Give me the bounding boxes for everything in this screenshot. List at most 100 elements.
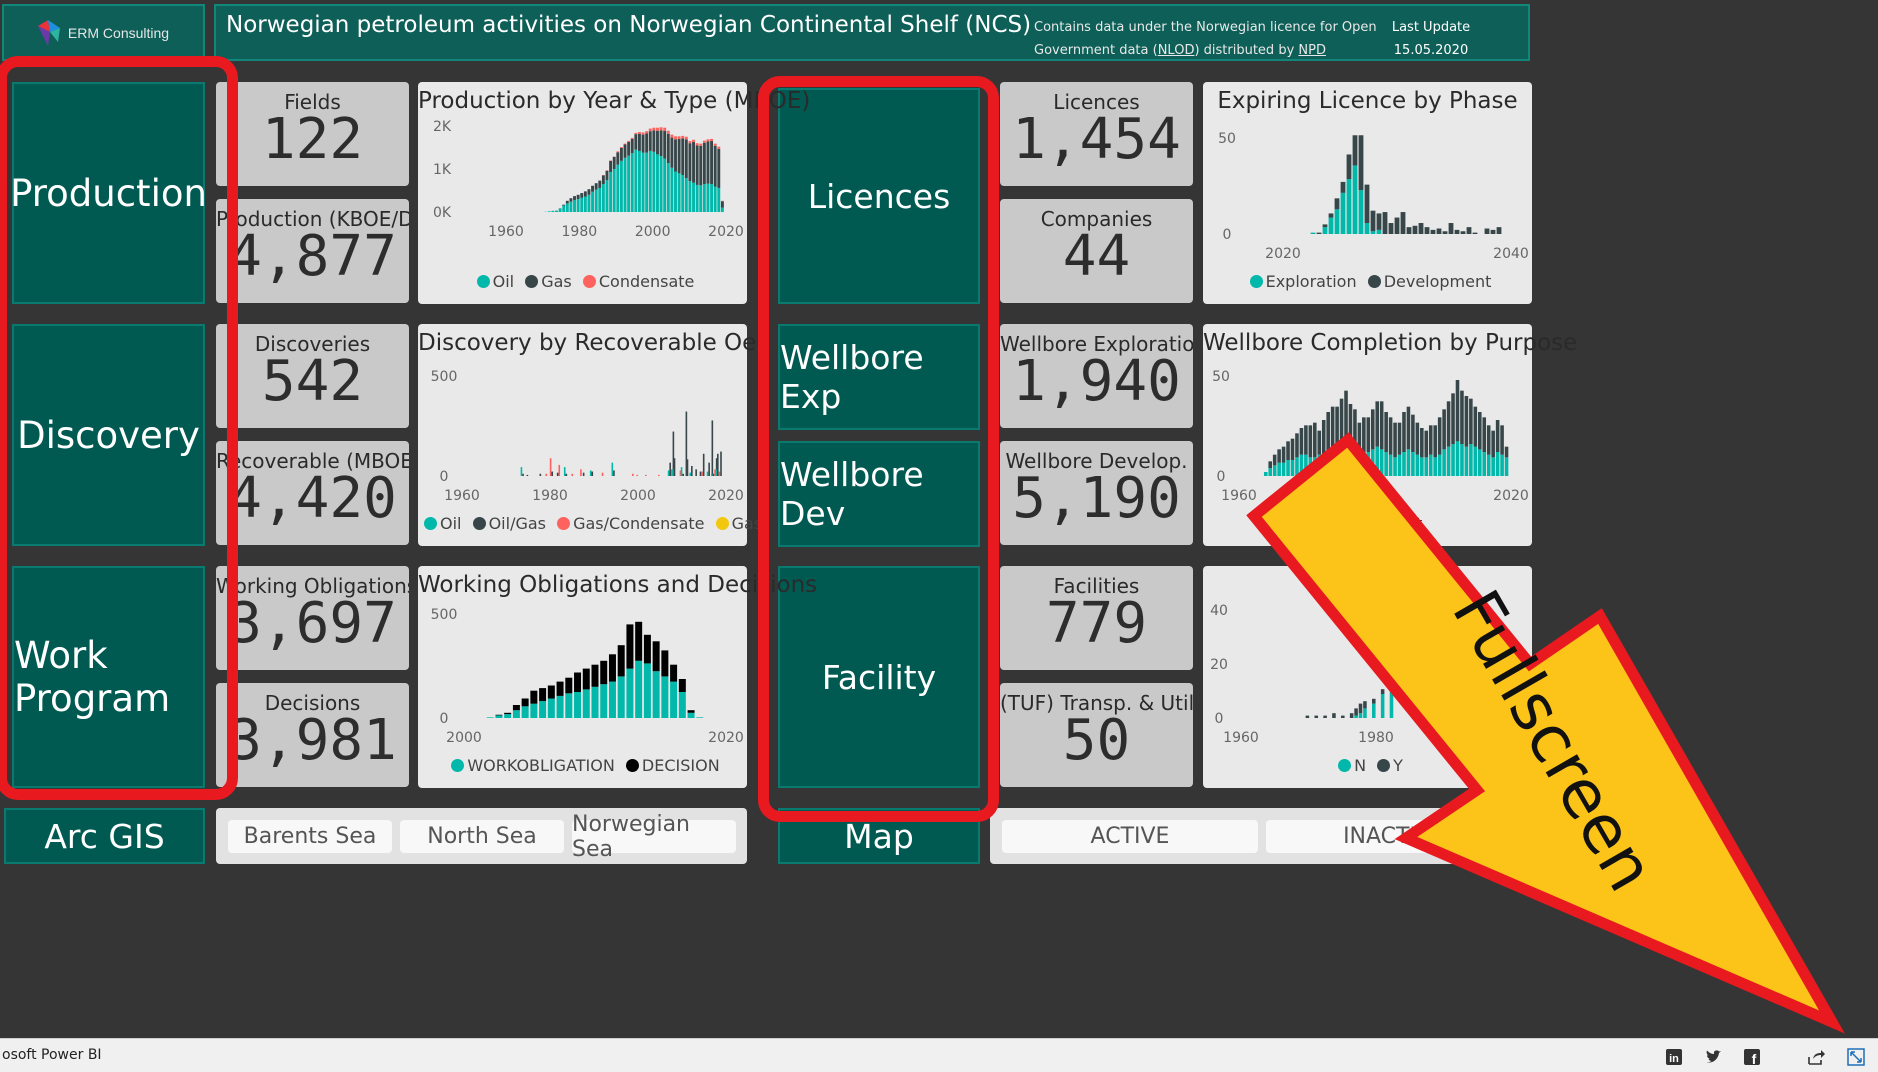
bar: [582, 472, 585, 476]
facebook-icon[interactable]: f: [1742, 1048, 1762, 1068]
filter-inactive[interactable]: INACTIVE: [1266, 820, 1522, 853]
bar: [1310, 232, 1316, 234]
wellbore-exp-button[interactable]: Wellbore Exp: [778, 324, 980, 430]
bar: [547, 685, 555, 699]
bar: [591, 185, 594, 192]
bar: [641, 134, 645, 153]
bar: [569, 198, 573, 202]
x-tick-label: 1960: [488, 224, 524, 240]
bar: [1420, 457, 1424, 476]
bar: [1317, 454, 1322, 476]
fullscreen-icon[interactable]: [1846, 1048, 1866, 1068]
bar: [1448, 223, 1454, 234]
bar: [720, 207, 724, 212]
bar: [1357, 422, 1362, 455]
bar: [696, 717, 704, 718]
bar: [1352, 135, 1358, 166]
kpi-label: Facilities: [1053, 574, 1140, 598]
workprogram-chart[interactable]: 500 0 2000 2020 Working Obligations and Dec…: [418, 566, 818, 788]
last-update: Last Update 15.05.2020: [1386, 16, 1476, 62]
bar: [1486, 425, 1491, 455]
discovery-button[interactable]: Discovery: [12, 324, 205, 546]
bar: [652, 151, 656, 212]
production-chart[interactable]: 2K 1K 0K 1960 1980 2000 2020 Production by Yea…: [418, 82, 810, 304]
licence-note: Contains data under the Norwegian licenc…: [1034, 16, 1377, 62]
bar: [666, 130, 670, 134]
share-icon[interactable]: [1806, 1048, 1826, 1068]
bar: [711, 473, 713, 476]
bar: [1313, 457, 1317, 476]
bar: [648, 128, 652, 132]
bar: [627, 155, 631, 212]
x-tick-label: 2000: [446, 730, 482, 746]
bar: [1375, 446, 1380, 476]
production-button[interactable]: Production: [10, 82, 207, 304]
bar: [1433, 425, 1437, 458]
bar: [638, 150, 641, 212]
bar: [1455, 380, 1460, 442]
facility-chart[interactable]: 40 20 0 1960 1980 ...20 Fa...ce N Y: [1203, 566, 1532, 788]
bar: [1363, 708, 1367, 718]
filter-north-sea[interactable]: North Sea: [400, 820, 564, 853]
bar: [695, 469, 697, 476]
x-tick-label: 2020: [708, 730, 744, 746]
bar: [580, 197, 584, 212]
bar: [1358, 190, 1364, 234]
kpi-label: Wellbore Develop.: [1005, 449, 1188, 473]
filter-norwegian-sea[interactable]: Norwegian Sea: [572, 812, 736, 862]
bar: [684, 136, 688, 140]
bar: [551, 471, 554, 476]
bar: [1364, 223, 1370, 234]
arc-gis-button[interactable]: Arc GIS: [4, 808, 205, 864]
bar: [1400, 212, 1406, 234]
bar: [1322, 227, 1328, 234]
bar: [1372, 698, 1376, 704]
bar: [688, 181, 692, 212]
bar: [1317, 430, 1322, 455]
x-tick-label: 1980: [532, 488, 568, 504]
bar: [1388, 223, 1394, 234]
kpi-discoveries: Discoveries 542: [216, 324, 409, 428]
kpi-decisions: Decisions 3,981: [216, 683, 409, 787]
bar: [656, 154, 659, 212]
wellbore-chart[interactable]: 50 0 1960 2000 2020 Wellbore Completion by P…: [1203, 324, 1577, 546]
bar: [1402, 412, 1406, 452]
discovery-chart[interactable]: 500 0 1960 1980 2000 2020 Discovery by Recove…: [418, 324, 762, 546]
bar: [1304, 425, 1308, 455]
bar: [1335, 446, 1339, 476]
expiring-chart[interactable]: 50 0 2020 2040 Expiring Licence by Phase Ex…: [1203, 82, 1532, 304]
bar: [1380, 689, 1385, 694]
twitter-icon[interactable]: [1703, 1048, 1723, 1068]
bar: [539, 701, 547, 718]
bar: [1339, 398, 1344, 450]
expiring-chart-svg: 50 0 2020 2040: [1218, 131, 1529, 262]
bar: [1334, 209, 1340, 234]
work-program-button[interactable]: Work Program: [12, 566, 205, 788]
nlod-link[interactable]: NLOD: [1157, 43, 1195, 58]
bar: [1375, 401, 1380, 447]
x-tick-label: 1960: [1221, 488, 1257, 504]
filter-barents-sea[interactable]: Barents Sea: [228, 820, 392, 853]
bar: [648, 150, 652, 212]
legend-item: Condensate: [598, 272, 695, 291]
filter-active[interactable]: ACTIVE: [1002, 820, 1258, 853]
bar: [1478, 412, 1482, 450]
facility-button[interactable]: Facility: [778, 566, 980, 788]
bar: [591, 191, 594, 212]
status-bar: osoft Power BI: [0, 1038, 1878, 1072]
chart-title: Working Obligations and Decisions: [418, 572, 818, 598]
wellbore-dev-button[interactable]: Wellbore Dev: [778, 441, 980, 547]
bar: [1411, 414, 1415, 452]
bar: [565, 200, 569, 204]
bar: [1349, 713, 1354, 718]
bar: [1478, 449, 1482, 476]
npd-link[interactable]: NPD: [1298, 43, 1326, 58]
legend-item: Oil: [492, 272, 515, 291]
legend-item: Wildcat: [1363, 514, 1423, 533]
bar: [688, 141, 692, 144]
licence-prefix: Government data (: [1034, 43, 1158, 58]
kpi-value: 44: [1062, 224, 1131, 289]
linkedin-icon[interactable]: in: [1664, 1048, 1684, 1068]
licences-button[interactable]: Licences: [778, 88, 980, 304]
bar: [630, 153, 634, 212]
